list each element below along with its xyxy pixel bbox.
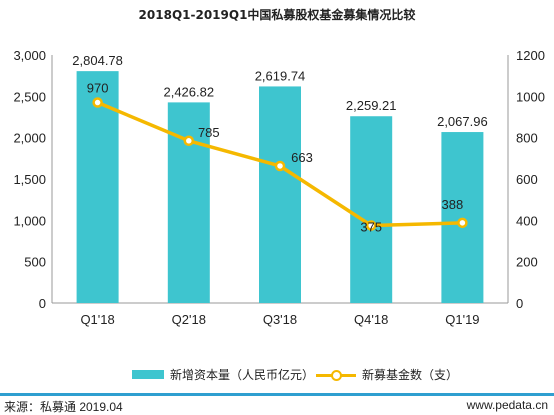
bar-value-label: 2,067.96	[437, 114, 488, 129]
bar	[259, 86, 301, 303]
bar-value-label: 2,426.82	[163, 84, 214, 99]
legend-item-line: 新募基金数（支）	[316, 366, 458, 383]
combo-chart: 0 500 1,000 1,500 2,000 2,500 3,000 0 200 400 600 8…	[13, 48, 545, 327]
line-value-label: 388	[442, 197, 464, 212]
bar	[441, 132, 484, 303]
bar-value-label: 2,259.21	[346, 98, 397, 113]
legend-line-label: 新募基金数（支）	[362, 368, 459, 382]
legend: 新增资本量（人民币亿元） 新募基金数（支）	[0, 366, 554, 386]
right-tick-label: 800	[516, 131, 538, 146]
bar-value-label: 2,804.78	[72, 53, 123, 68]
left-tick-label: 500	[24, 255, 46, 270]
right-tick-label: 1000	[516, 89, 545, 104]
x-tick-label: Q1'18	[80, 312, 114, 327]
left-tick-label: 1,500	[13, 172, 46, 187]
chart-title: 2018Q1-2019Q1中国私募股权基金募集情况比较	[138, 8, 416, 22]
right-tick-label: 0	[516, 296, 523, 311]
source-text: 来源：私募通 2019.04	[4, 400, 123, 414]
left-tick-label: 2,500	[13, 89, 46, 104]
line-value-label: 663	[291, 150, 313, 165]
x-tick-label: Q3'18	[263, 312, 297, 327]
footer: 来源：私募通 2019.04 www.pedata.cn	[4, 398, 548, 415]
legend-bar-swatch	[132, 370, 164, 379]
line-value-label: 785	[198, 125, 220, 140]
line-value-label: 970	[87, 81, 109, 96]
line-point	[92, 97, 103, 108]
x-tick-label: Q4'18	[354, 312, 388, 327]
website-text: www.pedata.cn	[466, 398, 548, 412]
bar-value-label: 2,619.74	[255, 68, 306, 83]
left-tick-label: 0	[39, 296, 46, 311]
left-tick-label: 1,000	[13, 213, 46, 228]
right-tick-label: 200	[516, 255, 538, 270]
legend-item-bar: 新增资本量（人民币亿元）	[132, 366, 314, 383]
right-tick-label: 600	[516, 172, 538, 187]
line-point	[274, 160, 286, 172]
left-tick-label: 3,000	[13, 48, 46, 63]
bar	[350, 116, 393, 303]
footer-divider	[0, 393, 554, 396]
legend-bar-label: 新增资本量（人民币亿元）	[170, 368, 315, 382]
line-point	[365, 220, 377, 231]
right-tick-label: 1200	[516, 48, 545, 63]
x-tick-label: Q2'18	[172, 312, 206, 327]
line-value-label: 375	[360, 220, 382, 235]
line-point	[457, 217, 468, 229]
line-point	[183, 135, 195, 147]
right-tick-label: 400	[516, 213, 538, 228]
left-tick-label: 2,000	[13, 131, 46, 146]
legend-line-swatch	[316, 369, 356, 381]
x-tick-label: Q1'19	[445, 312, 479, 327]
